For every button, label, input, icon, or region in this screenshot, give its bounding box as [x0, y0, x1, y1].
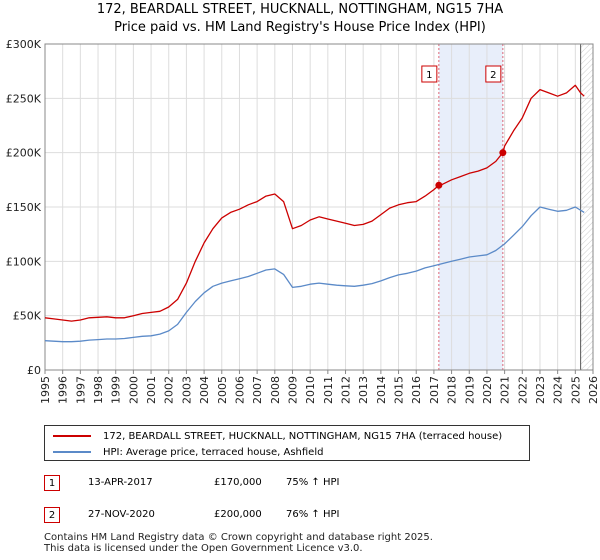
x-tick-label: 2018 [446, 376, 459, 404]
y-tick-label: £150K [6, 201, 42, 214]
sale-hpi-change: 75% ↑ HPI [286, 477, 340, 488]
chart-subtitle: Price paid vs. HM Land Registry's House … [114, 20, 486, 35]
legend: 172, BEARDALL STREET, HUCKNALL, NOTTINGH… [44, 425, 530, 461]
x-tick-label: 2009 [286, 376, 299, 404]
sale-hpi-change: 76% ↑ HPI [286, 509, 340, 520]
y-tick-label: £300K [6, 38, 42, 51]
chart-title: 172, BEARDALL STREET, HUCKNALL, NOTTINGH… [96, 2, 504, 17]
price-chart: £0 £50K £100K £150K £200K £250K £300K 1995 1996 1… [6, 38, 600, 404]
x-tick-label: 2013 [357, 376, 370, 404]
x-tick-label: 2023 [534, 376, 547, 404]
y-tick-label: £0 [27, 364, 41, 377]
x-tick-label: 1996 [57, 376, 70, 404]
sale-marker-box [485, 65, 502, 83]
y-tick-label: £50K [13, 310, 42, 323]
x-tick-label: 2016 [410, 376, 423, 404]
x-tick-label: 2022 [516, 376, 529, 404]
x-tick-label: 2011 [322, 376, 335, 404]
y-tick-label: £250K [6, 92, 42, 105]
sale-price: £200,000 [214, 509, 262, 520]
plot-frame [44, 43, 594, 371]
sale-marker-label: 2 [490, 70, 496, 81]
x-tick-label: 2010 [304, 376, 317, 404]
sale-marker-box [421, 65, 438, 83]
x-tick-label: 2015 [393, 376, 406, 404]
x-tick-label: 2000 [127, 376, 140, 404]
x-tick-label: 1999 [110, 376, 123, 404]
forecast-hatch [580, 44, 593, 370]
x-tick-label: 2014 [375, 376, 388, 404]
sale-marker-label: 1 [426, 70, 432, 81]
x-tick-label: 2001 [145, 376, 158, 404]
x-tick-label: 2007 [251, 376, 264, 404]
sale-price: £170,000 [214, 477, 262, 488]
legend-swatch-hpi [53, 451, 91, 453]
x-tick-label: 1997 [74, 376, 87, 404]
legend-label-price: 172, BEARDALL STREET, HUCKNALL, NOTTINGH… [103, 430, 503, 442]
x-tick-label: 1998 [92, 376, 105, 404]
x-tick-label: 2024 [552, 376, 565, 404]
legend-item-hpi: HPI: Average price, terraced house, Ashf… [53, 444, 323, 460]
x-tick-label: 2004 [198, 376, 211, 404]
x-tick-label: 2012 [340, 376, 353, 404]
legend-label-hpi: HPI: Average price, terraced house, Ashf… [103, 446, 324, 458]
x-tick-label: 2025 [569, 376, 582, 404]
x-tick-label: 2026 [587, 376, 600, 404]
x-tick-label: 2020 [481, 376, 494, 404]
x-tick-label: 2019 [463, 376, 476, 404]
sale-date: 27-NOV-2020 [88, 509, 155, 520]
x-tick-label: 2002 [163, 376, 176, 404]
legend-item-price: 172, BEARDALL STREET, HUCKNALL, NOTTINGH… [53, 428, 502, 444]
x-tick-label: 2008 [269, 376, 282, 404]
sale-date: 13-APR-2017 [88, 477, 153, 488]
footer-licence: This data is licensed under the Open Gov… [44, 543, 363, 554]
sale-marker-badge: 2 [44, 507, 60, 523]
sale-marker-badge: 1 [44, 475, 60, 491]
y-tick-label: £100K [6, 255, 42, 268]
legend-swatch-price [53, 435, 91, 437]
x-tick-label: 2006 [233, 376, 246, 404]
footer-copyright: Contains HM Land Registry data © Crown c… [44, 532, 433, 543]
y-tick-label: £200K [6, 147, 42, 160]
x-tick-label: 2021 [499, 376, 512, 404]
x-tick-label: 2005 [216, 376, 229, 404]
x-tick-label: 2017 [428, 376, 441, 404]
x-tick-label: 1995 [39, 376, 52, 404]
sale-point [499, 149, 507, 157]
sale-point [435, 181, 443, 189]
x-tick-label: 2003 [180, 376, 193, 404]
hpi-series-line [44, 206, 585, 343]
